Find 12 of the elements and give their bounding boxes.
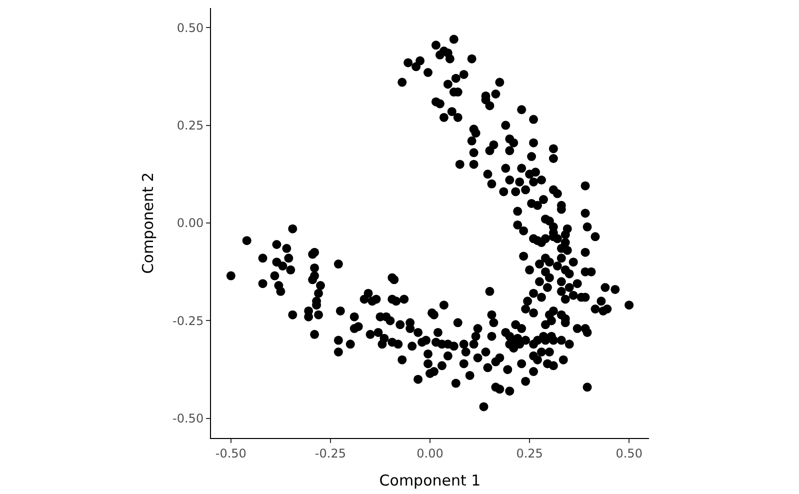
y-tick-label: 0.50 xyxy=(176,20,204,35)
y-tick-label: -0.25 xyxy=(172,314,204,328)
x-tick-label: -0.25 xyxy=(314,446,346,460)
y-tick-label: 0.00 xyxy=(176,216,204,230)
y-tick-label: -0.50 xyxy=(172,412,204,426)
x-tick-label: 0.25 xyxy=(516,446,543,460)
x-tick-label: 0.00 xyxy=(416,446,444,460)
y-axis-title: Component 2 xyxy=(138,172,157,274)
x-tick-label: -0.50 xyxy=(215,446,246,460)
x-axis-title: Component 1 xyxy=(379,471,481,490)
y-tick-label: 0.25 xyxy=(176,118,204,132)
x-tick-label: 0.50 xyxy=(616,446,642,460)
